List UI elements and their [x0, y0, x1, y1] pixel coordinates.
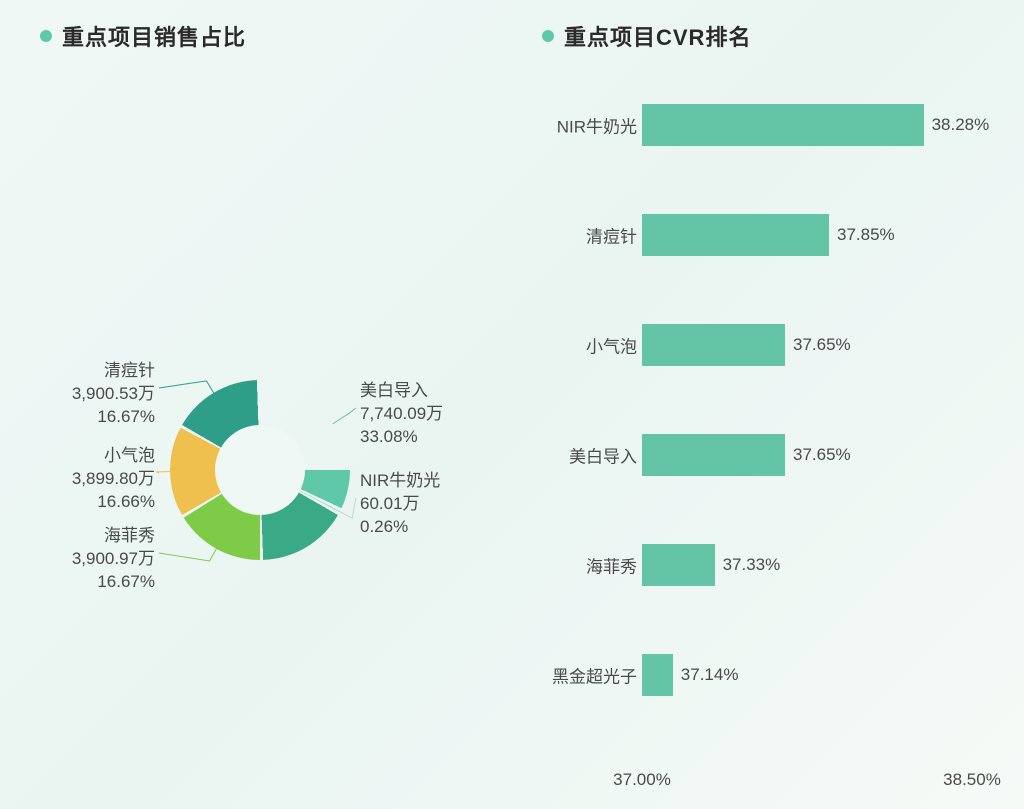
bar-row: NIR牛奶光 38.28%: [502, 100, 1024, 150]
bar-rect: [642, 434, 785, 476]
bar-category-label: 清痘针: [586, 223, 637, 248]
bar-rect: [642, 324, 785, 366]
cvr-bar-chart: NIR牛奶光 38.28% 清痘针 37.85% 小气泡 37.65% 美白导入 37.65%…: [502, 70, 1024, 790]
cvr-rank-title-text: 重点项目CVR排名: [564, 20, 751, 52]
donut-slice-label: 海菲秀3,900.97万16.67%: [72, 525, 155, 594]
donut-slice-label: 清痘针3,900.53万16.67%: [72, 360, 155, 429]
donut-slice-label: NIR牛奶光60.01万0.26%: [360, 470, 440, 539]
x-axis-tick: 37.00%: [613, 770, 671, 790]
x-axis-tick: 38.50%: [943, 770, 1001, 790]
bar-category-label: 小气泡: [586, 333, 637, 358]
bar-category-label: NIR牛奶光: [557, 113, 637, 138]
sales-share-title-text: 重点项目销售占比: [62, 20, 246, 52]
cvr-rank-title: 重点项目CVR排名: [542, 20, 751, 52]
bar-value-label: 37.85%: [837, 225, 895, 245]
donut-slice-label: 小气泡3,899.80万16.66%: [72, 445, 155, 514]
bar-row: 美白导入 37.65%: [502, 430, 1024, 480]
bar-row: 小气泡 37.65%: [502, 320, 1024, 370]
bar-rect: [642, 214, 829, 256]
bar-value-label: 37.14%: [681, 665, 739, 685]
bar-row: 清痘针 37.85%: [502, 210, 1024, 260]
bar-rect: [642, 544, 715, 586]
sales-share-panel: 重点项目销售占比 美白导入7,740.09万33.08% NIR牛奶光60.01万…: [0, 0, 502, 809]
cvr-rank-panel: 重点项目CVR排名 NIR牛奶光 38.28% 清痘针 37.85% 小气泡 37.65%…: [502, 0, 1024, 809]
bar-category-label: 海菲秀: [586, 553, 637, 578]
donut-slice-label: 美白导入7,740.09万33.08%: [360, 380, 443, 449]
bar-value-label: 38.28%: [932, 115, 990, 135]
bar-rect: [642, 654, 673, 696]
bar-rect: [642, 104, 924, 146]
bullet-icon: [542, 30, 554, 42]
donut-hole: [215, 425, 305, 515]
bar-row: 黑金超光子 37.14%: [502, 650, 1024, 700]
bar-category-label: 美白导入: [569, 443, 637, 468]
bar-category-label: 黑金超光子: [552, 663, 637, 688]
bar-value-label: 37.65%: [793, 445, 851, 465]
bullet-icon: [40, 30, 52, 42]
bar-value-label: 37.65%: [793, 335, 851, 355]
donut-chart: 美白导入7,740.09万33.08% NIR牛奶光60.01万0.26% 海菲秀3…: [0, 300, 502, 660]
bar-value-label: 37.33%: [723, 555, 781, 575]
bar-row: 海菲秀 37.33%: [502, 540, 1024, 590]
sales-share-title: 重点项目销售占比: [40, 20, 246, 52]
